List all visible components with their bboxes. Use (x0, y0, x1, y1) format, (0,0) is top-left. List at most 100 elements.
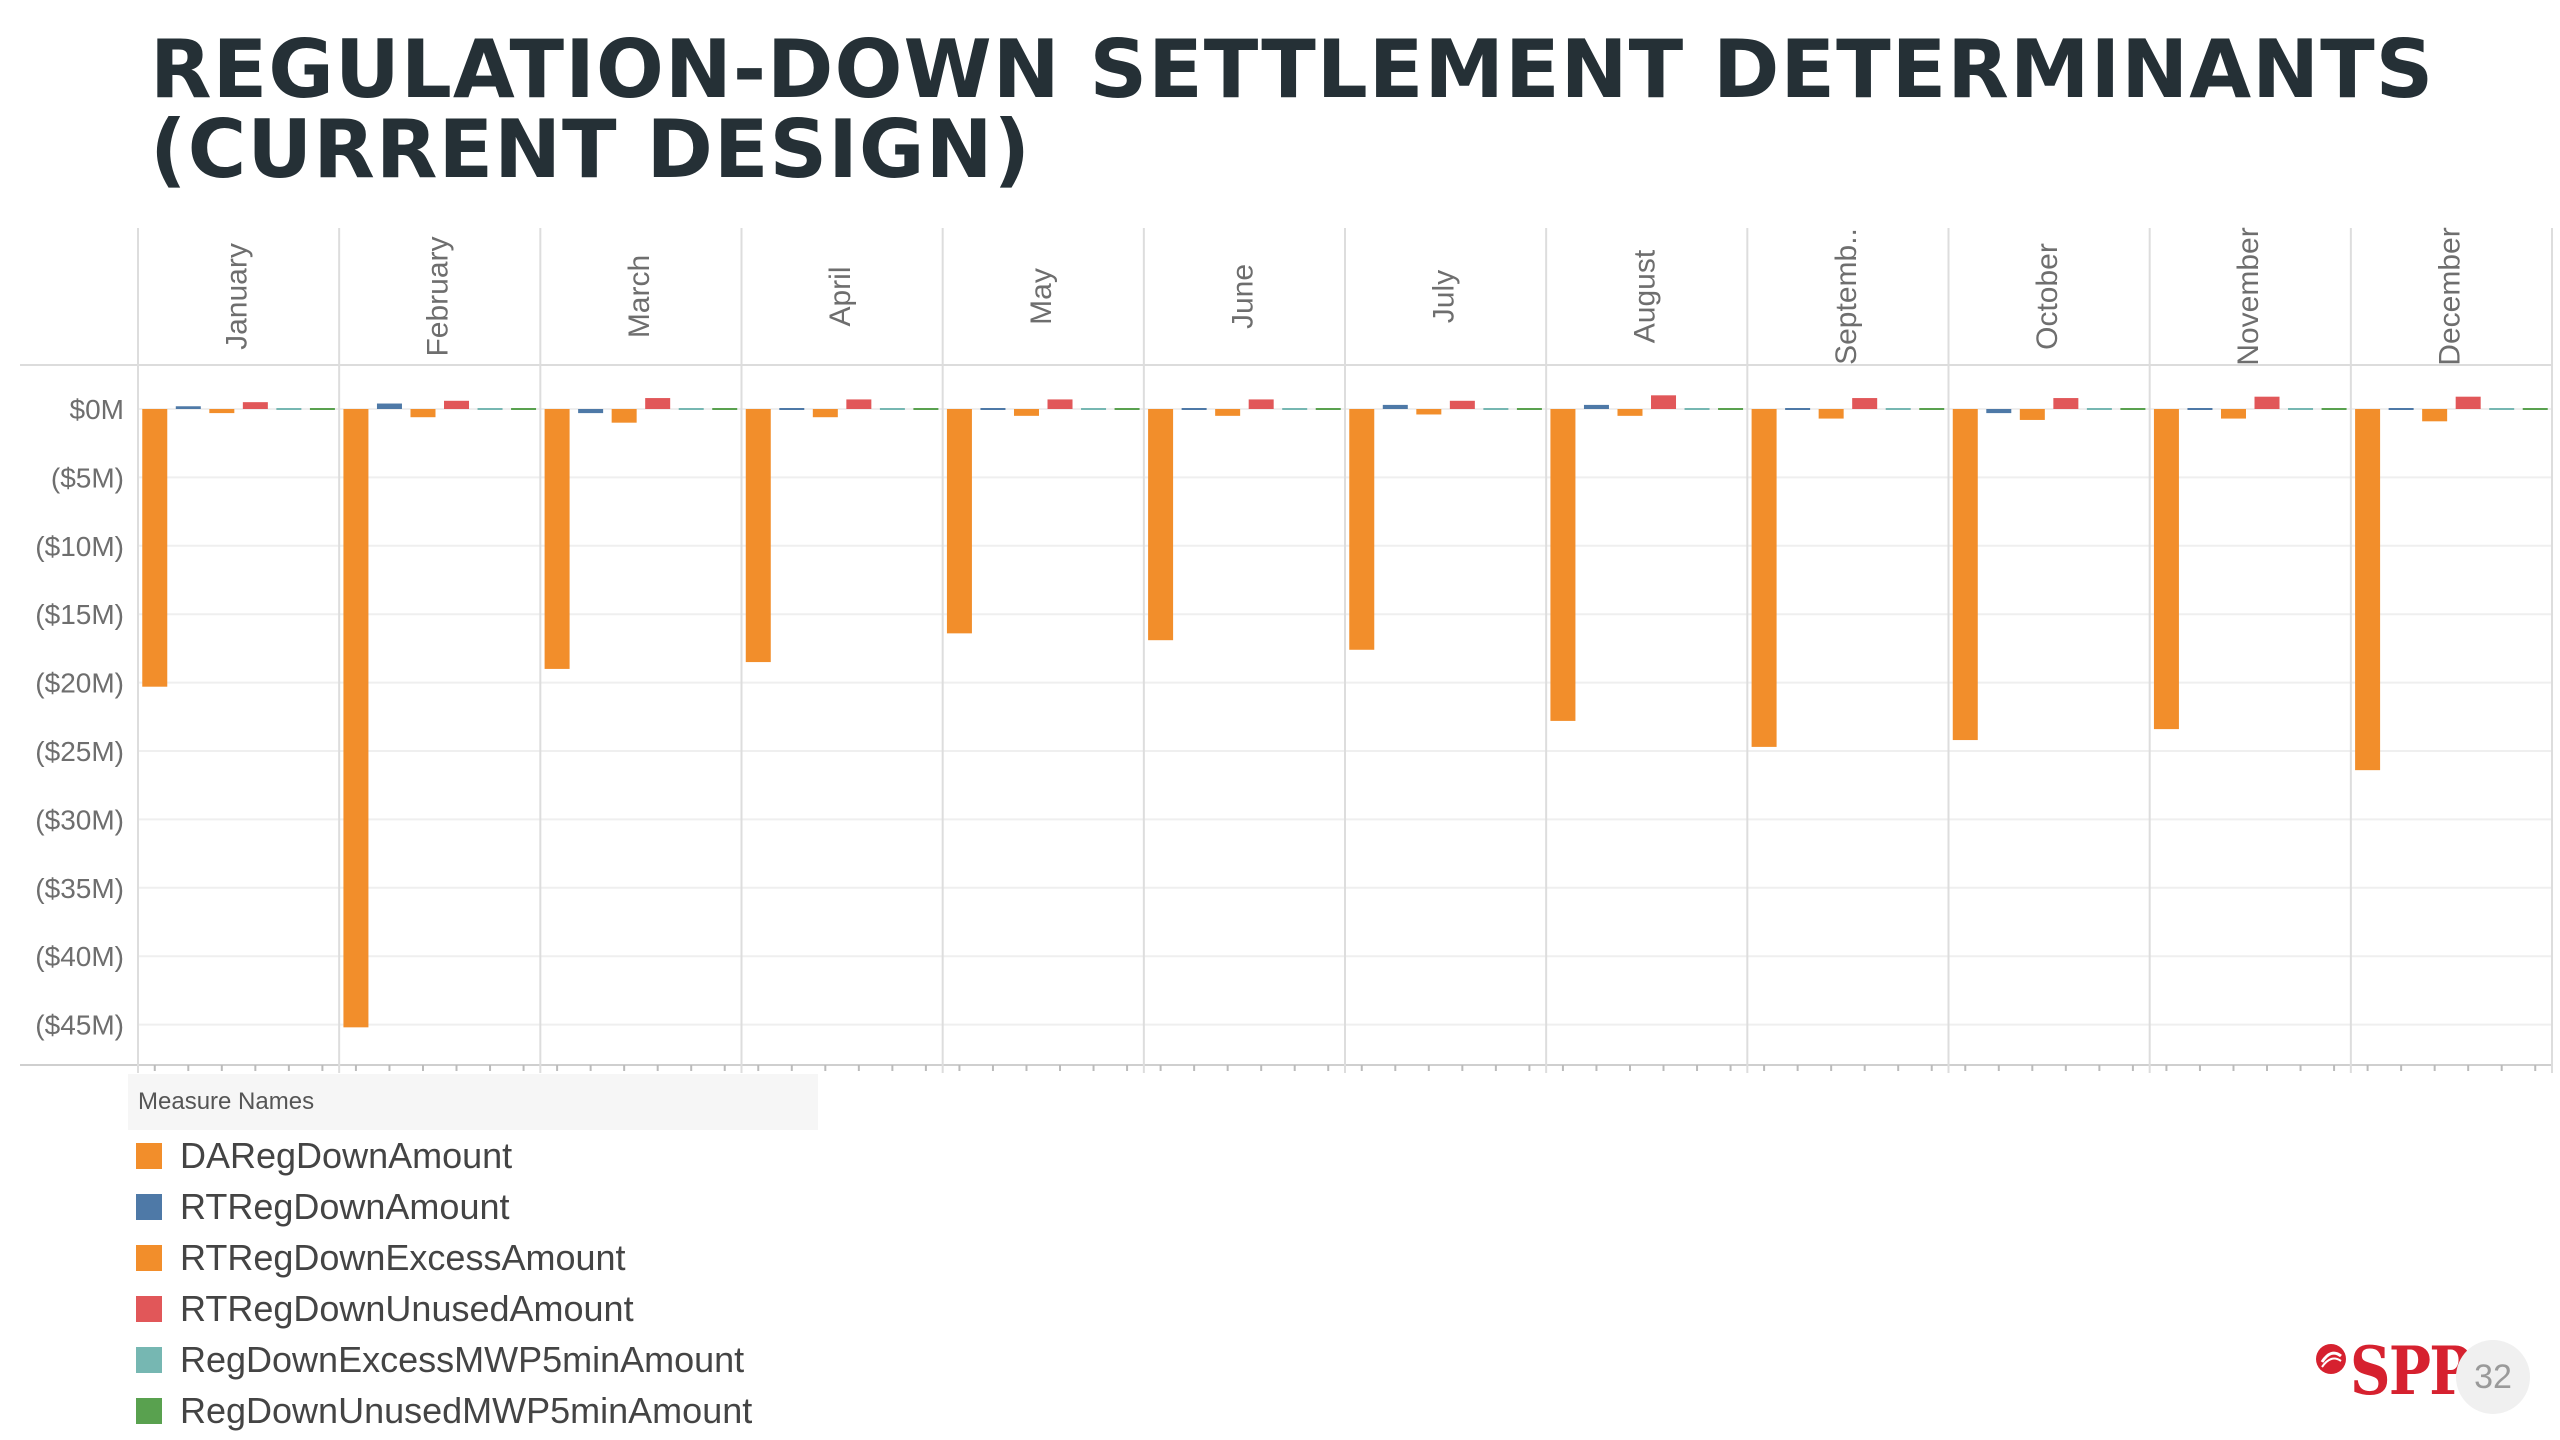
bar-RTRegDownAmount-11 (2187, 408, 2213, 410)
bar-DARegDownAmount-1 (142, 409, 168, 687)
bar-RTRegDownUnusedAmount-2 (444, 400, 470, 409)
month-label-12: December (2433, 227, 2466, 365)
bar-RegDownExcessMWP5minAmount-5 (1081, 408, 1107, 410)
bar-RTRegDownAmount-2 (376, 403, 402, 409)
bar-RTRegDownAmount-1 (175, 406, 201, 409)
month-label-11: November (2232, 227, 2265, 365)
bar-RegDownExcessMWP5minAmount-6 (1282, 408, 1308, 410)
bar-RTRegDownExcessAmount-7 (1416, 409, 1442, 415)
y-tick-label: ($20M) (35, 668, 124, 699)
legend-label: RTRegDownExcessAmount (180, 1236, 626, 1278)
legend-swatch (136, 1244, 162, 1271)
legend-swatch (136, 1193, 162, 1220)
bar-RTRegDownExcessAmount-8 (1617, 409, 1643, 416)
spp-logo-text: SPP (2350, 1332, 2471, 1410)
bar-RegDownUnusedMWP5minAmount-9 (1919, 408, 1945, 410)
y-tick-label: ($5M) (51, 462, 124, 493)
legend-item-RTRegDownAmount: RTRegDownAmount (128, 1181, 828, 1232)
bar-RTRegDownAmount-6 (1181, 408, 1207, 410)
legend-header: Measure Names (128, 1074, 818, 1130)
slide-title-line-1: REGULATION-DOWN SETTLEMENT DETERMINANTS (150, 23, 2435, 116)
y-tick-label: ($25M) (35, 736, 124, 767)
month-label-6: June (1226, 264, 1259, 329)
bar-RegDownUnusedMWP5minAmount-1 (309, 408, 335, 410)
bar-RegDownExcessMWP5minAmount-7 (1483, 408, 1509, 410)
bar-RegDownExcessMWP5minAmount-4 (879, 408, 905, 410)
bar-RTRegDownUnusedAmount-4 (846, 399, 872, 409)
bar-RTRegDownExcessAmount-11 (2220, 409, 2246, 419)
legend-item-RTRegDownExcessAmount: RTRegDownExcessAmount (128, 1232, 828, 1283)
bar-RTRegDownAmount-9 (1785, 408, 1811, 410)
bar-RegDownUnusedMWP5minAmount-12 (2522, 408, 2548, 410)
bar-RTRegDownExcessAmount-1 (209, 409, 235, 414)
bar-DARegDownAmount-5 (946, 409, 972, 634)
y-tick-label: ($10M) (35, 531, 124, 562)
legend-swatch (136, 1142, 162, 1169)
month-label-1: January (221, 243, 254, 350)
bar-RTRegDownUnusedAmount-9 (1852, 398, 1878, 409)
bar-DARegDownAmount-4 (745, 409, 771, 663)
spp-logo-mark-icon (2316, 1344, 2346, 1374)
bar-RegDownExcessMWP5minAmount-8 (1684, 408, 1710, 410)
bar-RegDownExcessMWP5minAmount-3 (678, 408, 704, 410)
bar-RTRegDownExcessAmount-10 (2019, 409, 2045, 420)
legend-swatch (136, 1397, 162, 1424)
bar-RTRegDownAmount-8 (1583, 404, 1609, 409)
bar-DARegDownAmount-11 (2153, 409, 2179, 730)
slide-title: REGULATION-DOWN SETTLEMENT DETERMINANTS … (150, 30, 2450, 190)
bar-RegDownUnusedMWP5minAmount-3 (712, 408, 738, 410)
spp-logo: SPP (2310, 1332, 2471, 1412)
legend-label: RTRegDownAmount (180, 1185, 510, 1227)
bar-RTRegDownExcessAmount-4 (812, 409, 838, 418)
bar-RTRegDownUnusedAmount-8 (1651, 395, 1677, 409)
page-number: 32 (2456, 1340, 2530, 1414)
bar-RTRegDownExcessAmount-6 (1215, 409, 1241, 416)
y-tick-label: ($15M) (35, 599, 124, 630)
bar-RTRegDownAmount-3 (578, 409, 604, 414)
bar-DARegDownAmount-8 (1550, 409, 1576, 721)
legend-items: DARegDownAmount RTRegDownAmount RTRegDownE… (128, 1130, 828, 1436)
bar-RegDownUnusedMWP5minAmount-7 (1516, 408, 1542, 410)
bar-RegDownUnusedMWP5minAmount-4 (913, 408, 939, 410)
month-label-7: July (1428, 270, 1461, 323)
legend-label: RTRegDownUnusedAmount (180, 1287, 634, 1329)
y-tick-label: ($30M) (35, 804, 124, 835)
bar-RTRegDownExcessAmount-3 (611, 409, 637, 423)
y-tick-label: ($45M) (35, 1010, 124, 1041)
legend-label: DARegDownAmount (180, 1134, 513, 1176)
bar-RegDownExcessMWP5minAmount-9 (1885, 408, 1911, 410)
legend-item-DARegDownAmount: DARegDownAmount (128, 1130, 828, 1181)
bar-RTRegDownUnusedAmount-7 (1449, 400, 1475, 409)
bar-RTRegDownUnusedAmount-5 (1047, 399, 1073, 409)
bar-RegDownUnusedMWP5minAmount-11 (2321, 408, 2347, 410)
bar-RTRegDownAmount-4 (779, 408, 805, 410)
bar-DARegDownAmount-2 (343, 409, 369, 1028)
bar-RegDownUnusedMWP5minAmount-5 (1114, 408, 1140, 410)
bar-RTRegDownExcessAmount-9 (1818, 409, 1844, 419)
bar-RegDownExcessMWP5minAmount-1 (276, 408, 302, 410)
bar-RegDownUnusedMWP5minAmount-2 (511, 408, 537, 410)
legend-item-RegDownUnusedMWP5minAmount: RegDownUnusedMWP5minAmount (128, 1385, 828, 1436)
bar-RegDownUnusedMWP5minAmount-8 (1718, 408, 1744, 410)
legend: Measure Names DARegDownAmount RTRegDownAm… (128, 1074, 828, 1440)
bar-RTRegDownUnusedAmount-10 (2053, 398, 2079, 409)
bar-RegDownExcessMWP5minAmount-12 (2489, 408, 2515, 410)
bar-RTRegDownAmount-5 (980, 408, 1006, 410)
chart-bars (142, 395, 2548, 1028)
y-tick-label: $0M (70, 394, 124, 425)
bar-DARegDownAmount-7 (1349, 409, 1375, 650)
bar-RTRegDownAmount-10 (1986, 409, 2012, 414)
legend-label: RegDownUnusedMWP5minAmount (180, 1389, 753, 1431)
bar-RTRegDownAmount-12 (2388, 408, 2414, 410)
bar-RegDownExcessMWP5minAmount-10 (2086, 408, 2112, 410)
y-tick-label: ($40M) (35, 941, 124, 972)
chart-grid (20, 228, 2553, 1073)
legend-swatch (136, 1295, 162, 1322)
bar-RTRegDownUnusedAmount-11 (2254, 396, 2280, 409)
month-label-3: March (623, 255, 656, 338)
legend-label: RegDownExcessMWP5minAmount (180, 1338, 745, 1380)
bar-RegDownExcessMWP5minAmount-2 (477, 408, 503, 410)
bar-RTRegDownAmount-7 (1382, 404, 1408, 409)
chart-labels: $0M ($5M) ($10M) ($15M) ($20M) ($25M) ($30M) ($… (35, 227, 2466, 1040)
